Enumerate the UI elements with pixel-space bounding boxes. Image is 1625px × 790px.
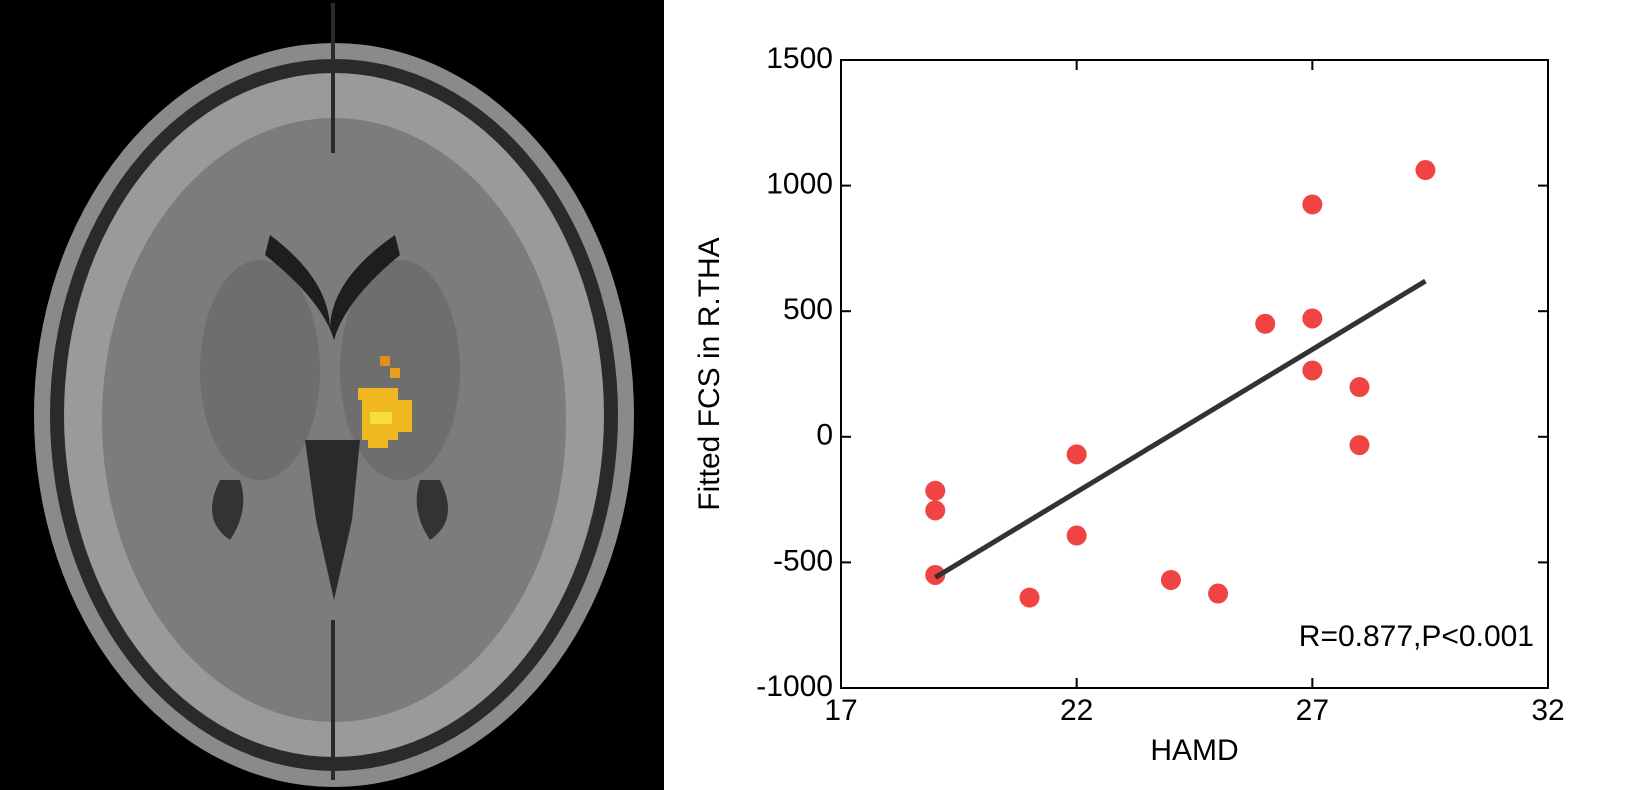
data-point <box>1255 313 1276 334</box>
y-tick-label: -1000 <box>756 670 833 703</box>
x-tick-label: 22 <box>1060 694 1093 727</box>
fit-line <box>933 278 1427 580</box>
data-point <box>1302 360 1323 381</box>
data-point <box>1019 587 1040 608</box>
scatter-chart: -1000 -500 0 500 1000 1500 17 22 27 32 HAMD Fitted … <box>693 42 1565 767</box>
data-point <box>1302 308 1323 329</box>
x-tick-label: 17 <box>824 694 857 727</box>
y-tick-label: 1500 <box>766 42 833 75</box>
data-point <box>1302 194 1323 215</box>
x-tick-label: 27 <box>1296 694 1329 727</box>
data-point <box>925 480 946 501</box>
data-point <box>1415 160 1436 181</box>
x-axis-label: HAMD <box>1150 734 1238 767</box>
data-point <box>925 500 946 521</box>
y-tick-label: 0 <box>816 419 833 452</box>
y-tick-label: 1000 <box>766 168 833 201</box>
data-point <box>1208 583 1229 604</box>
data-point <box>1349 377 1370 398</box>
y-axis-label: Fitted FCS in R.THA <box>693 237 726 510</box>
x-tick-label: 32 <box>1531 694 1564 727</box>
plot-frame <box>840 59 1549 689</box>
y-tick-label: 500 <box>783 293 833 326</box>
y-tick-label: -500 <box>773 544 833 577</box>
data-point <box>1066 525 1087 546</box>
data-point <box>1160 569 1181 590</box>
brain-image <box>0 0 664 790</box>
annotation: R=0.877,P<0.001 <box>1299 620 1534 653</box>
data-point <box>1349 435 1370 456</box>
data-point <box>1066 444 1087 465</box>
